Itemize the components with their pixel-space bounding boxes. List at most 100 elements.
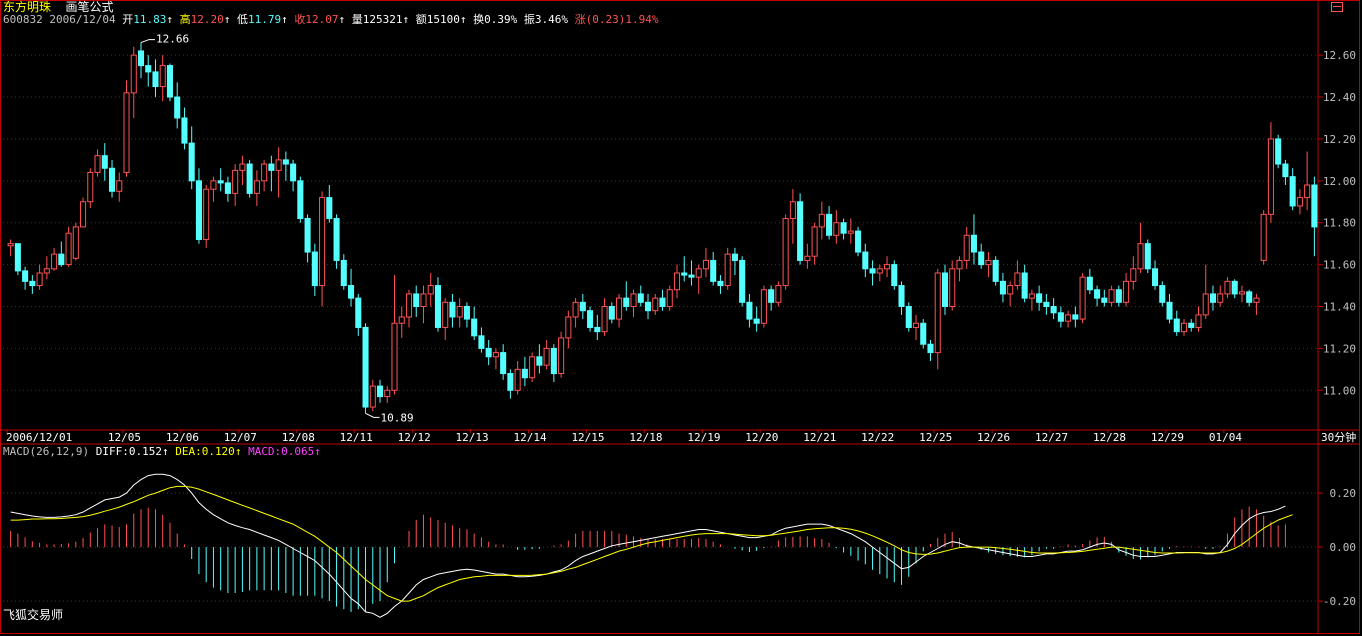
- candle-body: [659, 297, 666, 308]
- candle-body: [376, 385, 384, 398]
- candle-body: [1217, 293, 1224, 303]
- candle-body: [434, 285, 441, 328]
- candle-body: [797, 201, 804, 261]
- candle-body: [970, 234, 977, 253]
- candle-body: [884, 264, 891, 270]
- candle-body: [514, 368, 521, 391]
- candle-body: [261, 163, 268, 182]
- candle-body: [1188, 322, 1195, 328]
- macd-param-label: MACD(26,12,9): [3, 445, 90, 458]
- candle-body: [912, 322, 920, 328]
- turnover-value: 0.39%: [484, 13, 518, 26]
- candle-body: [340, 259, 347, 287]
- candle-body: [420, 293, 427, 308]
- time-tick-label: 01/04: [1209, 431, 1242, 444]
- candle-body: [616, 297, 623, 320]
- candle-body: [601, 306, 608, 333]
- time-tick-label: 12/22: [861, 431, 894, 444]
- candle-body: [898, 285, 905, 308]
- dea-line: [10, 485, 1293, 602]
- candle-body: [1173, 318, 1180, 333]
- candle-body: [753, 318, 760, 324]
- candle-body: [1275, 138, 1282, 165]
- candle-body: [405, 293, 413, 318]
- window-toggle-icon[interactable]: [1331, 2, 1343, 12]
- arrow-icon: ↑: [314, 445, 321, 458]
- candle-body: [811, 226, 818, 257]
- candle-body: [1014, 272, 1021, 287]
- candle-body: [1267, 138, 1274, 215]
- diff-legend: DIFF:0.152: [95, 445, 162, 458]
- formula-label[interactable]: 画笔公式: [65, 0, 114, 14]
- candle-body: [978, 251, 985, 266]
- candle-body: [166, 65, 174, 98]
- price-tick-label: 11.40: [1323, 301, 1356, 314]
- candle-body: [492, 352, 499, 358]
- candle-body: [427, 285, 434, 295]
- candle-body: [43, 268, 50, 274]
- arrow-icon: ↑: [281, 13, 288, 26]
- candle-body: [1253, 297, 1260, 303]
- candle-body: [717, 280, 724, 287]
- candle-body: [934, 272, 941, 354]
- candle-body: [1180, 322, 1188, 333]
- candle-body: [558, 337, 565, 375]
- candle-body: [1007, 285, 1014, 295]
- candle-body: [630, 293, 637, 308]
- period-label: 30分钟: [1321, 430, 1356, 444]
- price-tick-label: 11.80: [1323, 217, 1356, 230]
- time-tick-label: 12/29: [1151, 431, 1184, 444]
- candle-body: [536, 356, 543, 366]
- candle-body: [992, 259, 999, 282]
- candle-body: [1065, 314, 1072, 322]
- candle-body: [1137, 243, 1144, 270]
- candle-body: [782, 218, 789, 287]
- arrow-icon: ↑: [166, 13, 173, 26]
- change-pct-value: 1.94%: [625, 13, 659, 26]
- dea-legend: DEA:0.120: [175, 445, 235, 458]
- candle-body: [1246, 291, 1253, 303]
- volume-label: 量: [351, 13, 363, 26]
- amplitude-value: 3.46%: [534, 13, 568, 26]
- arrow-icon: ↑: [338, 13, 346, 26]
- candle-body: [174, 96, 181, 119]
- candle-body: [326, 197, 333, 220]
- candle-body: [1231, 280, 1238, 295]
- stock-name[interactable]: 东方明珠: [3, 0, 52, 14]
- candle-body: [1282, 163, 1289, 178]
- candle-body: [724, 253, 731, 287]
- candle-body: [847, 230, 854, 234]
- candle-body: [1036, 293, 1043, 303]
- candle-body: [1115, 289, 1122, 303]
- candle-body: [637, 293, 644, 303]
- time-tick-label: 2006/12/01: [6, 431, 72, 444]
- high-label: 高: [179, 13, 191, 26]
- arrow-icon: ↑: [161, 445, 169, 458]
- candle-body: [1072, 314, 1079, 320]
- macd-legend: MACD(26,12,9) DIFF:0.152↑ DEA:0.120↑ MAC…: [3, 446, 321, 458]
- candle-body: [688, 274, 695, 278]
- candle-body: [999, 280, 1006, 295]
- candle-body: [224, 182, 231, 194]
- candle-body: [623, 297, 630, 308]
- candle-body: [775, 285, 782, 303]
- open-label: 开: [122, 13, 134, 26]
- candle-body: [456, 306, 463, 318]
- candle-body: [413, 293, 420, 308]
- candle-body: [1304, 184, 1311, 199]
- candle-body: [369, 385, 376, 408]
- candle-body: [297, 180, 304, 220]
- candle-body: [833, 222, 840, 236]
- candle-body: [1311, 184, 1318, 228]
- candle-body: [876, 268, 883, 274]
- candle-body: [681, 272, 688, 276]
- candle-body: [355, 297, 362, 328]
- candle-body: [760, 289, 767, 324]
- max-pointer-line: [140, 39, 155, 44]
- candle-body: [652, 297, 659, 312]
- candle-body: [304, 218, 311, 253]
- candle-body: [840, 222, 847, 234]
- candle-body: [818, 213, 825, 228]
